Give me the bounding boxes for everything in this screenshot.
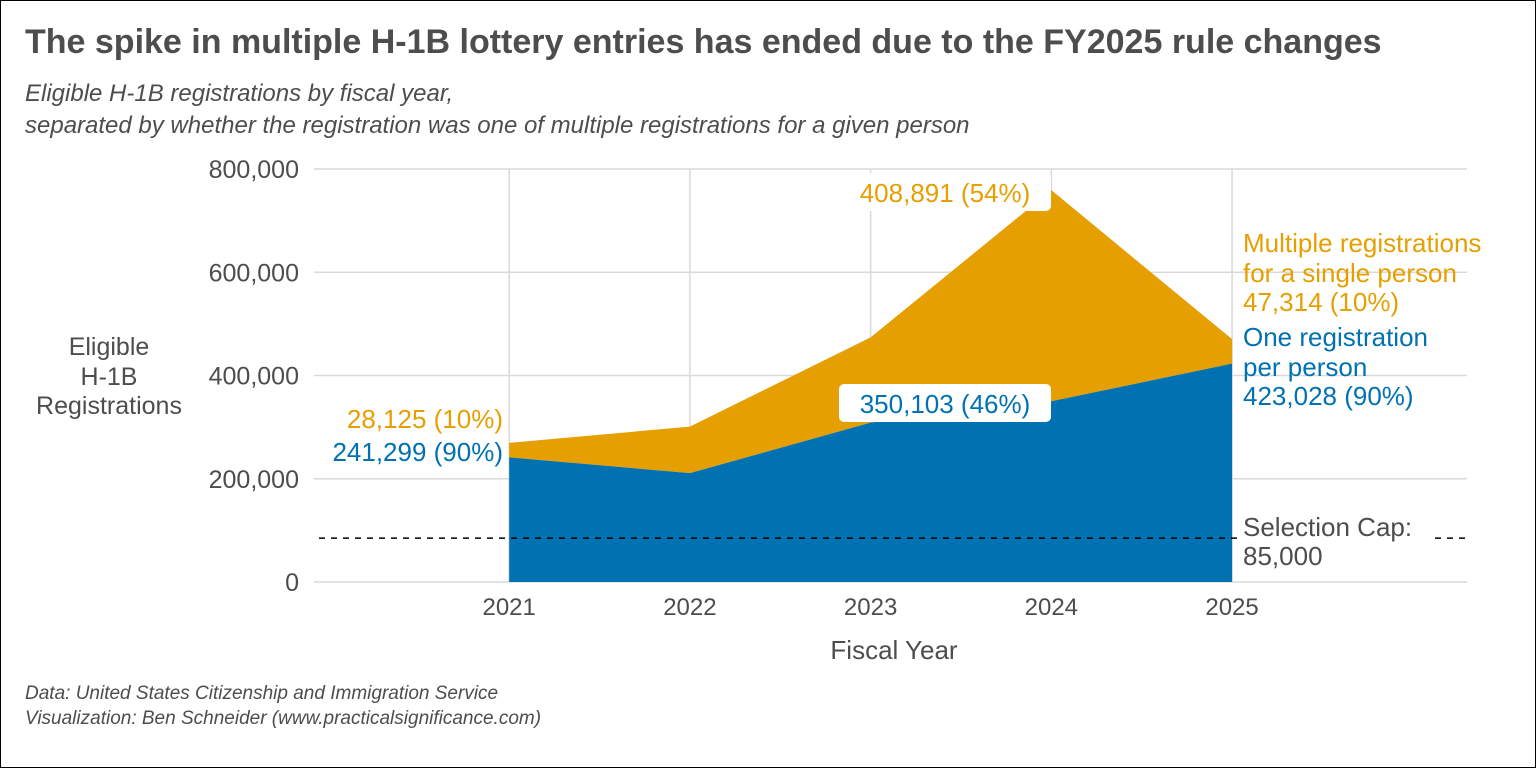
series-label-one: One registration per person 423,028 (90%… — [1243, 322, 1428, 411]
y-axis-label-line: Registrations — [36, 392, 182, 420]
annotation-2024: 408,891 (54%) 350,103 (46%) — [839, 173, 1051, 422]
y-tick-label: 0 — [285, 569, 299, 597]
y-axis-label-line: Eligible — [69, 333, 150, 361]
selection-cap-label-line: Selection Cap: — [1243, 512, 1412, 542]
chart-subtitle-line-1: Eligible H-1B registrations by fiscal ye… — [25, 80, 453, 107]
stacked-areas — [509, 190, 1233, 582]
area-multiple-registrations — [509, 190, 1233, 474]
x-tick-label: 2022 — [663, 594, 716, 621]
annotation-2021: 28,125 (10%) 241,299 (90%) — [332, 404, 503, 467]
annotation-2024-one-box — [839, 384, 1051, 422]
annotation-2024-multiple-box — [839, 173, 1051, 211]
x-axis: 2021 2022 2023 2024 2025 — [482, 594, 1258, 621]
series-label-multiple: Multiple registrations for a single pers… — [1243, 228, 1481, 317]
y-axis-label-line: H-1B — [81, 363, 138, 391]
series-label-line: 423,028 (90%) — [1243, 381, 1414, 411]
y-tick-label: 200,000 — [209, 466, 299, 494]
x-tick-label: 2021 — [482, 594, 535, 621]
y-tick-label: 800,000 — [209, 156, 299, 184]
y-tick-label: 400,000 — [209, 363, 299, 391]
series-label-line: One registration — [1243, 322, 1428, 352]
x-tick-label: 2023 — [844, 594, 897, 621]
annotation-2021-one: 241,299 (90%) — [332, 437, 503, 467]
selection-cap-label-box — [1237, 511, 1435, 573]
chart-title: The spike in multiple H-1B lottery entri… — [25, 23, 1382, 61]
x-tick-label: 2025 — [1205, 594, 1258, 621]
series-label-line: 47,314 (10%) — [1243, 287, 1399, 317]
y-axis-label: Eligible H-1B Registrations — [36, 333, 182, 420]
area-one-registration — [509, 363, 1233, 582]
chart-subtitle-line-2: separated by whether the registration wa… — [25, 112, 970, 139]
chart-caption: Data: United States Citizenship and Immi… — [25, 683, 541, 729]
annotation-2021-multiple: 28,125 (10%) — [347, 404, 503, 434]
x-tick-label: 2024 — [1025, 594, 1078, 621]
y-axis: 0 200,000 400,000 600,000 800,000 — [209, 156, 299, 597]
x-axis-label: Fiscal Year — [830, 635, 958, 665]
selection-cap-label: Selection Cap: 85,000 — [1237, 511, 1435, 573]
series-label-line: Multiple registrations — [1243, 228, 1481, 258]
annotation-2024-multiple: 408,891 (54%) — [860, 178, 1031, 208]
annotation-2024-one: 350,103 (46%) — [860, 389, 1031, 419]
selection-cap-label-line: 85,000 — [1243, 541, 1323, 571]
series-label-line: per person — [1243, 352, 1367, 382]
series-label-line: for a single person — [1243, 258, 1457, 288]
caption-source: Data: United States Citizenship and Immi… — [25, 683, 498, 704]
caption-credit: Visualization: Ben Schneider (www.practi… — [25, 708, 541, 729]
y-tick-label: 600,000 — [209, 259, 299, 287]
